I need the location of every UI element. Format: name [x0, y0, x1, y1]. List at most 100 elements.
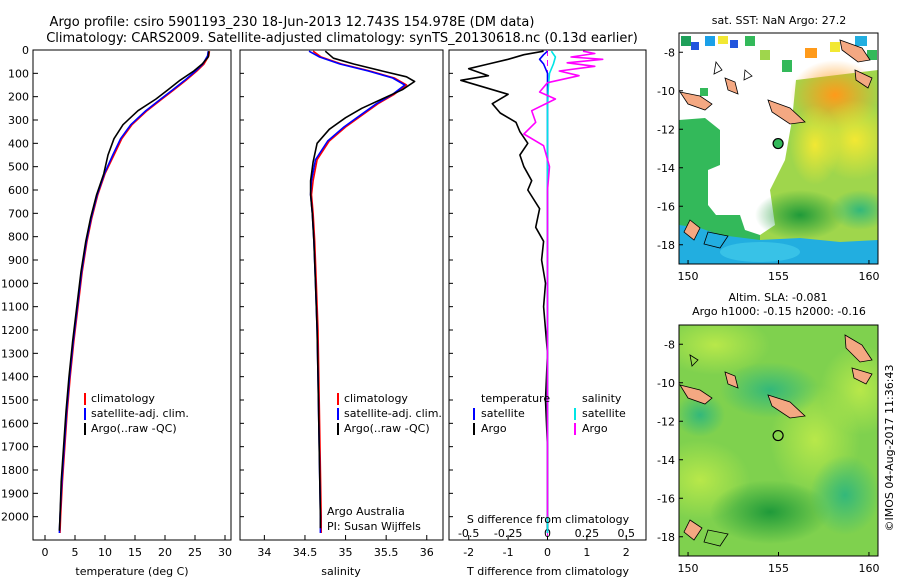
series-argo: [309, 50, 416, 529]
sla-map-field: [679, 325, 878, 556]
depth-tick-label: 900: [8, 254, 29, 267]
map-y-tick-label: -8: [664, 338, 675, 351]
depth-tick-label: 1400: [1, 371, 29, 384]
sst-map-axes: 150 155 160 -8 -10 -12 -14 -16 -18: [657, 46, 879, 283]
series-climatology: [310, 50, 408, 533]
depth-tick-label: 300: [8, 114, 29, 127]
depth-tick-label: 800: [8, 231, 29, 244]
depth-tick-label: 1700: [1, 441, 29, 454]
series-s-argo: [523, 50, 604, 517]
legend-label-argo: Argo(..raw -QC): [91, 422, 177, 435]
map-y-tick-label: -18: [657, 531, 675, 544]
s-diff-tick-label: 0.5: [618, 527, 636, 540]
depth-tick-label: 0: [22, 44, 29, 57]
legend-label-t-argo: Argo: [481, 422, 507, 435]
depth-tick-label: 1300: [1, 347, 29, 360]
sst-map-title: sat. SST: NaN Argo: 27.2: [712, 14, 846, 27]
sla-argo-location-marker: [772, 429, 784, 442]
institution-annotation: Argo Australia: [327, 505, 405, 518]
x-tick-label: 35: [339, 546, 353, 559]
difference-legend: temperature satellite Argo salinity sate…: [473, 392, 626, 435]
series-s-satellite: [546, 50, 557, 533]
map-y-tick-label: -14: [657, 454, 675, 467]
difference-x-label: T difference from climatology: [466, 565, 629, 578]
sst-argo-location-marker: [772, 137, 784, 150]
map-x-tick-label: 155: [768, 270, 789, 283]
salinity-legend: climatology satellite-adj. clim. Argo(..…: [337, 392, 442, 435]
series-argo: [58, 51, 210, 531]
imos-credit-label: ©IMOS 04-Aug-2017 11:36:43: [883, 365, 896, 532]
s-diff-tick-label: -0.5: [458, 527, 479, 540]
x-tick-label: 10: [98, 546, 112, 559]
map-x-tick-label: 155: [768, 562, 789, 575]
sla-map-axes: 150 155 160 -8 -10 -12 -14 -16 -18: [657, 338, 879, 575]
map-y-tick-label: -18: [657, 239, 675, 252]
legend-label-t-satellite: satellite: [481, 407, 525, 420]
map-x-tick-label: 150: [678, 562, 699, 575]
legend-label-argo: Argo(..raw -QC): [344, 422, 430, 435]
depth-axis: 0 100 200 300 400 500 600 700 800 900 1000 1100 1200…: [1, 44, 453, 524]
temperature-series: [58, 51, 211, 534]
legend-title-temperature: temperature: [481, 392, 550, 405]
map-y-tick-label: -12: [657, 123, 675, 136]
legend-label-satellite: satellite-adj. clim.: [91, 407, 189, 420]
depth-tick-label: 1500: [1, 394, 29, 407]
map-y-tick-label: -14: [657, 162, 675, 175]
depth-tick-label: 1800: [1, 464, 29, 477]
x-tick-label: 34: [257, 546, 271, 559]
difference-top-label: S difference from climatology: [467, 513, 630, 526]
x-tick-label: 20: [158, 546, 172, 559]
temperature-legend: climatology satellite-adj. clim. Argo(..…: [84, 392, 189, 435]
depth-tick-label: 500: [8, 161, 29, 174]
depth-tick-label: 700: [8, 207, 29, 220]
x-tick-label: -2: [463, 546, 474, 559]
legend-title-salinity: salinity: [582, 392, 622, 405]
depth-tick-label: 1600: [1, 417, 29, 430]
x-tick-label: 35.5: [374, 546, 399, 559]
salinity-panel-frame: [239, 49, 444, 541]
depth-tick-label: 1000: [1, 277, 29, 290]
x-tick-label: 0: [42, 546, 49, 559]
temperature-x-axis: 0 5 10 15 20 25 30: [42, 535, 232, 559]
x-tick-label: 1: [583, 546, 590, 559]
s-diff-tick-label: -0.25: [494, 527, 522, 540]
series-climatology: [59, 51, 211, 534]
x-tick-label: 2: [623, 546, 630, 559]
map-y-tick-label: -12: [657, 415, 675, 428]
series-t-satellite: [538, 50, 549, 533]
x-tick-label: 5: [72, 546, 79, 559]
salinity-x-axis: 34 34.5 35 35.5 36: [257, 535, 434, 559]
map-y-tick-label: -10: [657, 85, 675, 98]
legend-label-satellite: satellite-adj. clim.: [344, 407, 442, 420]
depth-tick-label: 200: [8, 91, 29, 104]
series-t-argo: [459, 50, 549, 531]
depth-tick-label: 100: [8, 67, 29, 80]
map-y-tick-label: -10: [657, 377, 675, 390]
legend-label-s-argo: Argo: [582, 422, 608, 435]
temperature-panel-frame: [32, 49, 232, 541]
x-tick-label: 30: [218, 546, 232, 559]
legend-label-s-satellite: satellite: [582, 407, 626, 420]
x-tick-label: -1: [503, 546, 514, 559]
depth-tick-label: 1900: [1, 487, 29, 500]
sla-map-title-2: Argo h1000: -0.15 h2000: -0.16: [692, 305, 866, 318]
sst-map-field: [679, 33, 878, 264]
map-x-tick-label: 160: [858, 562, 879, 575]
series-satellite: [308, 50, 406, 533]
salinity-x-label: salinity: [321, 565, 361, 578]
x-tick-label: 36: [420, 546, 434, 559]
depth-tick-label: 600: [8, 184, 29, 197]
map-y-tick-label: -8: [664, 46, 675, 59]
difference-series: [459, 50, 604, 533]
depth-tick-label: 1200: [1, 324, 29, 337]
map-x-tick-label: 160: [858, 270, 879, 283]
legend-label-climatology: climatology: [344, 392, 408, 405]
x-tick-label: 0: [544, 546, 551, 559]
map-y-tick-label: -16: [657, 200, 675, 213]
pi-annotation: PI: Susan Wijffels: [327, 520, 421, 533]
s-diff-tick-label: 0.25: [575, 527, 600, 540]
title-line-2: Climatology: CARS2009. Satellite-adjuste…: [46, 31, 638, 46]
map-x-tick-label: 150: [678, 270, 699, 283]
salinity-series: [308, 50, 416, 533]
